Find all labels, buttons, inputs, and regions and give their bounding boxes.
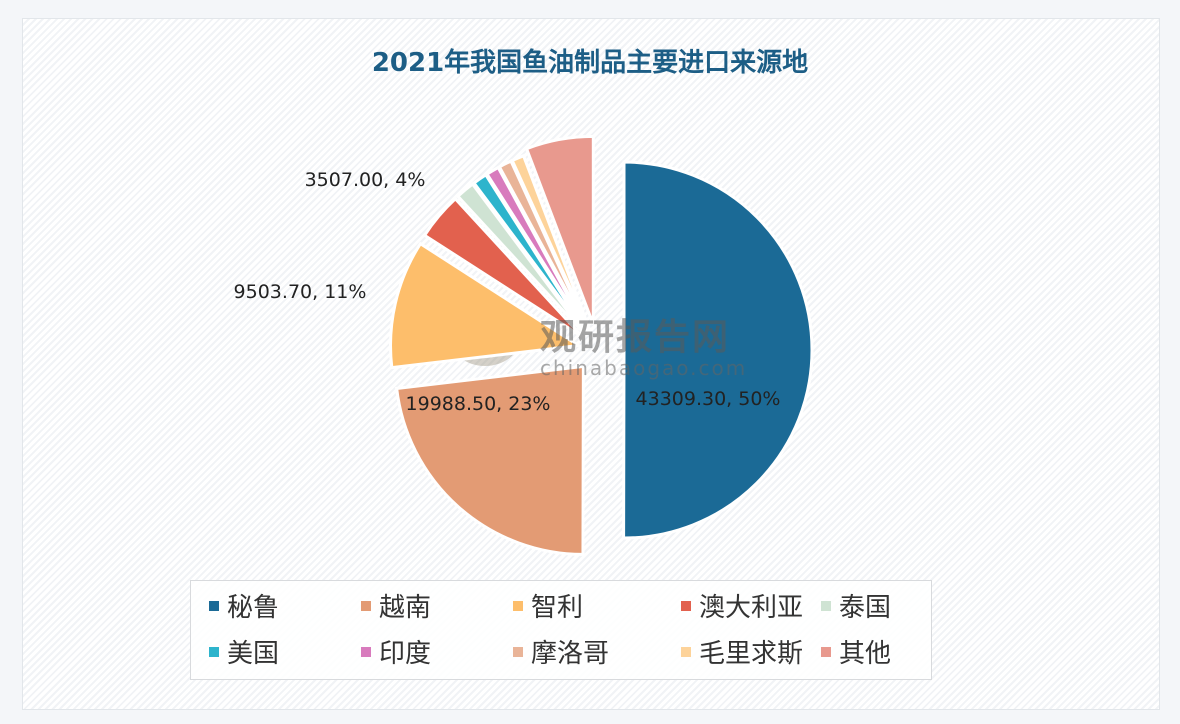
legend: 秘鲁 越南 智利 澳大利亚 泰国美国 印度 摩洛哥 毛里求斯 其他 <box>190 580 932 680</box>
legend-label: 智利 <box>531 593 584 623</box>
legend-label: 澳大利亚 <box>699 593 804 623</box>
data-label-2: 9503.70, 11% <box>234 281 367 303</box>
legend-swatch <box>681 646 691 657</box>
pie-slice-4 <box>455 181 587 336</box>
legend-swatch <box>821 600 831 611</box>
legend-swatch <box>821 646 831 657</box>
pie-slice-3 <box>422 196 584 339</box>
legend-label: 泰国 <box>839 593 892 623</box>
legend-swatch <box>513 600 523 611</box>
legend-label: 毛里求斯 <box>699 639 804 669</box>
data-label-3: 3507.00, 4% <box>305 169 426 191</box>
legend-item: 澳大利亚 <box>681 587 803 624</box>
legend-swatch <box>681 600 691 611</box>
pie-slice-1 <box>395 364 585 556</box>
legend-item: 摩洛哥 <box>513 633 609 670</box>
pie-slice-9 <box>524 134 595 325</box>
legend-item: 毛里求斯 <box>681 633 803 670</box>
watermark-brand: 观研报告网 <box>540 317 731 358</box>
legend-swatch <box>361 646 371 657</box>
legend-label: 美国 <box>227 639 280 669</box>
legend-swatch <box>513 646 523 657</box>
legend-label: 其他 <box>839 639 892 669</box>
chart-title: 2021年我国鱼油制品主要进口来源地 <box>371 48 809 78</box>
legend-item: 其他 <box>821 633 891 670</box>
legend-item: 印度 <box>361 633 431 670</box>
legend-item: 智利 <box>513 587 583 624</box>
data-label-1: 19988.50, 23% <box>406 393 551 415</box>
watermark-url: chinabaogao.com <box>540 356 748 380</box>
pie-slice-0 <box>622 160 814 540</box>
legend-swatch <box>209 646 219 657</box>
legend-item: 美国 <box>209 633 279 670</box>
legend-item: 泰国 <box>821 587 891 624</box>
legend-label: 印度 <box>379 639 432 669</box>
pie-slice-2 <box>389 241 583 370</box>
legend-item: 越南 <box>361 587 431 624</box>
legend-label: 秘鲁 <box>227 593 280 623</box>
data-label-0: 43309.30, 50% <box>636 388 781 410</box>
legend-swatch <box>361 600 371 611</box>
pie-slice-8 <box>510 153 592 333</box>
legend-label: 越南 <box>379 593 432 623</box>
legend-label: 摩洛哥 <box>531 639 610 669</box>
legend-item: 秘鲁 <box>209 587 279 624</box>
legend-swatch <box>209 600 219 611</box>
